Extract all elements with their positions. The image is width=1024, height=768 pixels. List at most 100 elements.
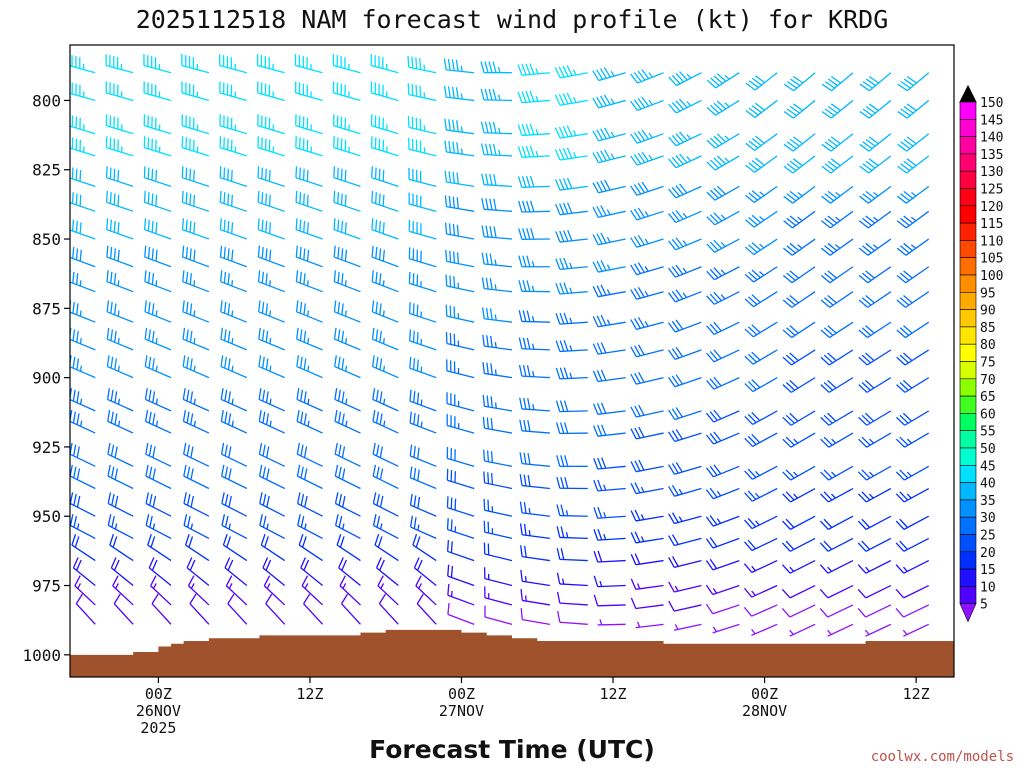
wind-barb (857, 465, 892, 481)
wind-barb (144, 270, 172, 293)
wind-barb (857, 559, 892, 574)
legend-label: 140 (980, 131, 1003, 146)
wind-barb (744, 432, 778, 447)
wind-barb (186, 557, 210, 587)
wind-barb (70, 245, 96, 268)
wind-barb (294, 54, 323, 74)
wind-barb (745, 133, 778, 151)
wind-barb (181, 166, 210, 187)
wind-barb (333, 218, 361, 240)
wind-barb (143, 54, 172, 74)
wind-barb (443, 58, 475, 74)
wind-barb (745, 185, 778, 203)
x-tick-label: 00Z (448, 685, 475, 703)
wind-barb (519, 397, 550, 412)
wind-barb (712, 623, 740, 634)
wind-barb (334, 464, 361, 490)
wind-barb (705, 464, 740, 478)
wind-barb (256, 54, 285, 74)
wind-barb (183, 442, 210, 467)
wind-barb (107, 442, 134, 467)
legend-swatch (959, 534, 977, 553)
wind-barb (219, 190, 248, 212)
wind-barb (630, 459, 664, 473)
wind-barb (409, 389, 437, 412)
wind-barb (408, 219, 437, 240)
wind-barb (518, 337, 550, 351)
wind-barb (557, 610, 588, 625)
wind-barb (70, 327, 96, 351)
wind-barb (555, 400, 588, 413)
wind-barb (827, 623, 854, 637)
wind-barb (820, 432, 854, 448)
legend-label: 20 (980, 546, 996, 561)
wind-barb (145, 492, 172, 517)
wind-barb (409, 515, 437, 539)
legend-label: 130 (980, 165, 1003, 180)
wind-barb (556, 477, 588, 490)
wind-barb (859, 72, 892, 92)
wind-barb (371, 245, 399, 268)
y-tick-label: 800 (32, 91, 61, 110)
legend-swatch (959, 361, 977, 380)
legend-swatch (959, 205, 977, 224)
wind-barb (744, 321, 778, 338)
legend-label: 35 (980, 494, 996, 509)
wind-barb (415, 575, 437, 606)
legend-swatch (959, 326, 977, 345)
wind-barb (295, 245, 323, 268)
wind-barb (295, 270, 323, 293)
y-tick-label: 1000 (22, 646, 61, 665)
wind-barb (224, 557, 248, 587)
wind-barb (555, 282, 588, 295)
wind-barb (555, 367, 588, 380)
wind-barb (630, 404, 664, 418)
legend-label: 100 (980, 269, 1003, 284)
wind-barb (706, 349, 740, 363)
legend-swatch (959, 240, 977, 258)
wind-barb (592, 369, 626, 383)
wind-barb (484, 586, 513, 606)
wind-barb (744, 349, 778, 365)
wind-barb (220, 442, 248, 467)
wind-barb (630, 553, 664, 566)
wind-barb (820, 266, 854, 284)
wind-barb (519, 452, 550, 467)
wind-barb (821, 155, 854, 174)
wind-barb (481, 307, 513, 323)
wind-barb (630, 578, 664, 590)
wind-barb (895, 487, 930, 503)
wind-barb (219, 166, 248, 187)
wind-barb (446, 414, 475, 434)
plot-area (69, 44, 955, 678)
wind-barb (446, 359, 475, 379)
wind-barb (782, 377, 816, 393)
wind-barb (144, 388, 172, 412)
legend-swatch (959, 309, 977, 328)
wind-barb (668, 131, 702, 147)
legend-swatch (959, 378, 977, 397)
wind-barb (301, 575, 324, 606)
wind-barb (668, 346, 702, 360)
wind-barb (181, 136, 210, 157)
wind-barb (630, 344, 664, 358)
x-tick-label: 12Z (903, 685, 930, 703)
wind-barb (407, 115, 437, 135)
wind-barb (859, 99, 892, 119)
wind-barb (334, 442, 361, 467)
wind-barb (744, 266, 778, 283)
wind-barb (896, 238, 930, 256)
wind-barb (857, 487, 892, 503)
wind-barb (857, 604, 892, 618)
terrain-surface (70, 629, 954, 677)
wind-barb (296, 409, 323, 434)
wind-barb (409, 329, 437, 351)
wind-barb (667, 374, 702, 388)
wind-barb (182, 388, 210, 412)
wind-barb (143, 114, 172, 135)
wind-barb (445, 332, 475, 351)
wind-barb (372, 409, 399, 434)
wind-barb (555, 229, 588, 243)
wind-barb (257, 218, 285, 240)
